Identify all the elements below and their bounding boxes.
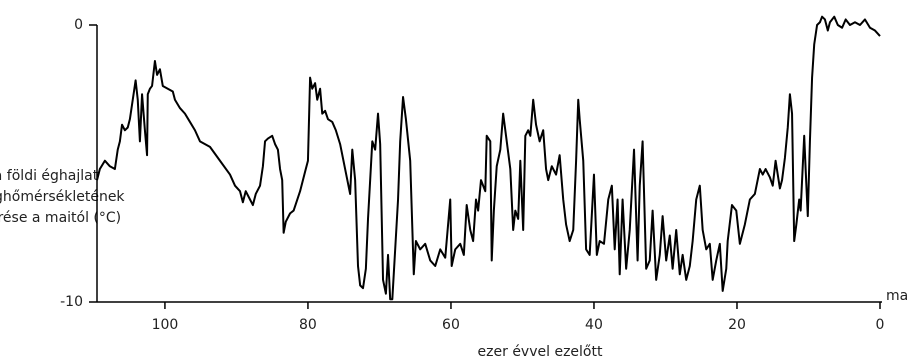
y-tick-label: 0	[74, 17, 83, 33]
x-axis-label: ezer évvel ezelőtt	[478, 344, 603, 360]
y-tick-label: -10	[60, 294, 83, 310]
x-tick-label: 100	[152, 317, 179, 333]
data-line	[96, 15, 881, 301]
x-tick-label: 60	[442, 317, 460, 333]
y-axis-label: eltérése a maitól (°C)	[0, 210, 121, 226]
x-tick-label: 80	[299, 317, 317, 333]
y-axis-label: a földi éghajlat	[0, 168, 99, 184]
y-axis-label: átlaghőmérsékletének	[0, 189, 125, 205]
x-axis-end-label: ma	[886, 288, 908, 304]
x-tick-label: 20	[728, 317, 746, 333]
x-tick-label: 40	[585, 317, 603, 333]
x-tick-label: 0	[876, 317, 885, 333]
